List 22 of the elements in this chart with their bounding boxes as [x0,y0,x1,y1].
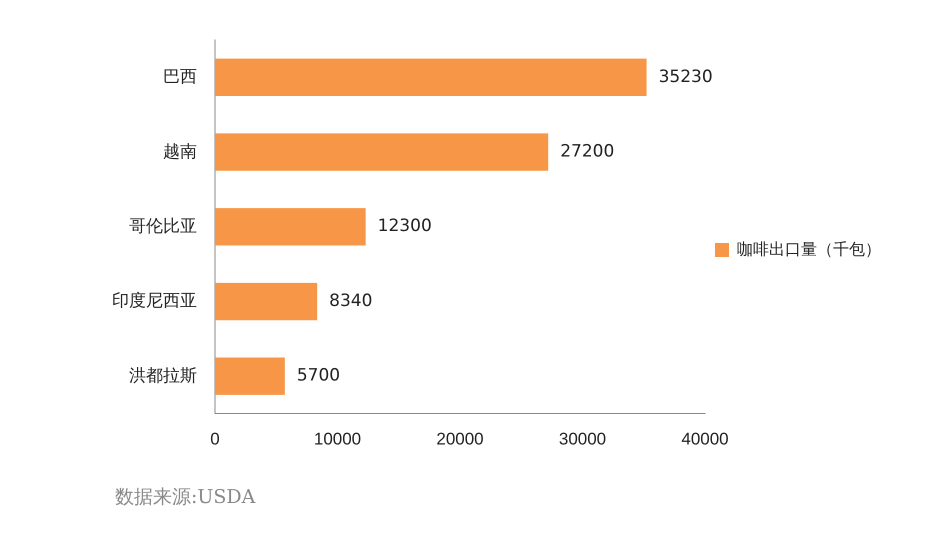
data-label: 5700 [296,366,340,386]
y-tick-label: 巴西 [163,67,197,86]
source-note: 数据来源:USDA [115,485,256,510]
data-label: 8340 [329,290,372,311]
y-tick-label: 印度尼西亚 [112,291,197,310]
y-tick-label: 洪都拉斯 [129,366,197,385]
x-tick-label: 40000 [681,429,729,448]
bar [215,358,285,395]
data-label: 27200 [560,142,614,162]
bar [215,282,318,320]
x-tick-label: 20000 [436,429,484,448]
data-label: 12300 [378,216,432,236]
bar [215,133,548,171]
bar [215,58,647,96]
data-label: 35230 [658,66,713,87]
x-tick-label: 0 [210,429,220,448]
x-tick-label: 10000 [314,429,362,448]
legend-label: 咖啡出口量（千包） [737,240,881,258]
x-tick-label: 30000 [558,429,606,448]
y-tick-label: 哥伦比亚 [129,216,197,236]
y-tick-label: 越南 [163,142,197,161]
bar [215,208,366,246]
